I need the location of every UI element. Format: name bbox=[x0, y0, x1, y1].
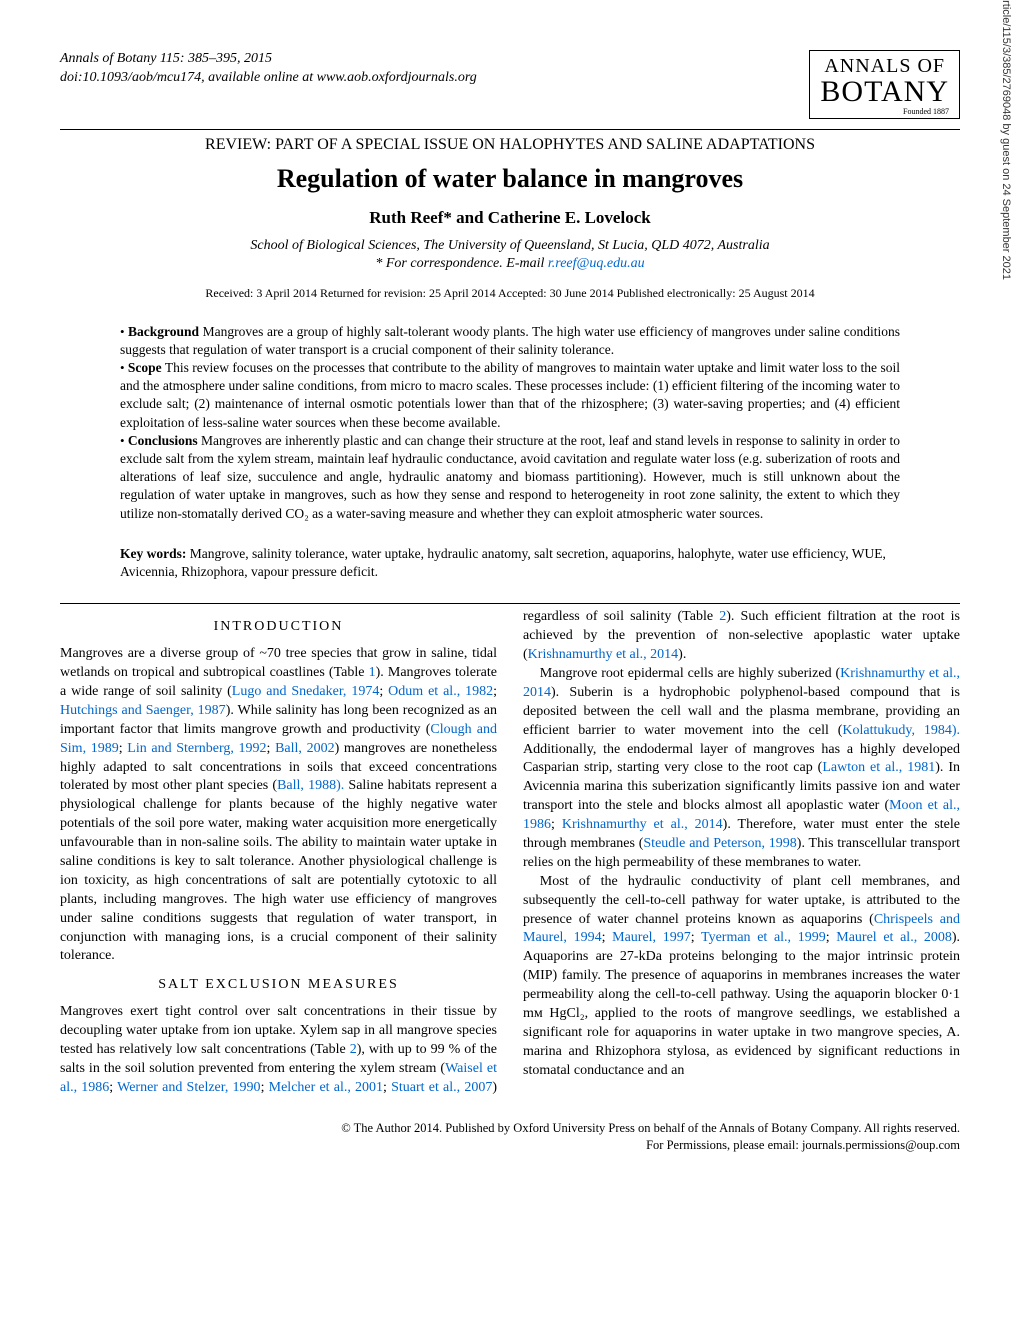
abstract: • Background Mangroves are a group of hi… bbox=[120, 323, 900, 523]
cite-tyerman[interactable]: Tyerman et al., 1999 bbox=[701, 930, 826, 945]
authors: Ruth Reef* and Catherine E. Lovelock bbox=[60, 208, 960, 228]
cite-krishna-3[interactable]: Krishnamurthy et al., 2014 bbox=[562, 817, 723, 832]
correspondence: * For correspondence. E-mail r.reef@uq.e… bbox=[60, 256, 960, 272]
cite-lin[interactable]: Lin and Sternberg, 1992 bbox=[127, 741, 266, 756]
cite-hutchings[interactable]: Hutchings and Saenger, 1987 bbox=[60, 703, 226, 718]
intro-heading: INTRODUCTION bbox=[60, 618, 497, 637]
cite-kolattukudy[interactable]: Kolattukudy, 1984). bbox=[842, 723, 960, 738]
table-ref-1[interactable]: 1 bbox=[369, 665, 376, 680]
col2-text-1c: ). bbox=[678, 647, 686, 662]
download-side-text: Downloaded from https://academic.oup.com… bbox=[1000, 0, 1012, 280]
dates: Received: 3 April 2014 Returned for revi… bbox=[60, 286, 960, 301]
keywords: Key words: Mangrove, salinity tolerance,… bbox=[120, 545, 900, 581]
cite-werner[interactable]: Werner and Stelzer, 1990 bbox=[117, 1080, 260, 1095]
correspondence-email[interactable]: r.reef@uq.edu.au bbox=[548, 256, 645, 271]
abstract-scope: • Scope This review focuses on the proce… bbox=[120, 359, 900, 432]
keywords-label: Key words: bbox=[120, 546, 186, 561]
cite-maurel08[interactable]: Maurel et al., 2008 bbox=[836, 930, 952, 945]
intro-paragraph: Mangroves are a diverse group of ~70 tre… bbox=[60, 645, 497, 966]
col2-text-3b: ). Aquaporins are 27-kDa proteins belong… bbox=[523, 930, 960, 1077]
journal-logo: ANNALS OF BOTANY Founded 1887 bbox=[809, 50, 960, 119]
header-row: Annals of Botany 115: 385–395, 2015 doi:… bbox=[60, 50, 960, 119]
table-ref-2a[interactable]: 2 bbox=[350, 1042, 357, 1057]
cite-melcher[interactable]: Melcher et al., 2001 bbox=[269, 1080, 383, 1095]
cite-ball1988[interactable]: Ball, 1988). bbox=[277, 778, 344, 793]
cite-steudle[interactable]: Steudle and Peterson, 1998 bbox=[643, 836, 796, 851]
scope-label: Scope bbox=[128, 360, 162, 375]
scope-text: This review focuses on the processes tha… bbox=[120, 360, 900, 430]
page-container: Downloaded from https://academic.oup.com… bbox=[0, 0, 1020, 1193]
footer: © The Author 2014. Published by Oxford U… bbox=[60, 1120, 960, 1154]
cite-stuart[interactable]: Stuart et al., 2007 bbox=[391, 1080, 492, 1095]
background-label: Background bbox=[128, 324, 199, 339]
cite-ball2002[interactable]: Ball, 2002 bbox=[275, 741, 334, 756]
conclusions-text: Mangroves are inherently plastic and can… bbox=[120, 433, 900, 521]
cite-maurel97[interactable]: Maurel, 1997 bbox=[612, 930, 691, 945]
cite-odum[interactable]: Odum et al., 1982 bbox=[388, 684, 493, 699]
footer-permissions: For Permissions, please email: journals.… bbox=[60, 1137, 960, 1154]
mid-rule bbox=[60, 603, 960, 604]
salt-heading: SALT EXCLUSION MEASURES bbox=[60, 976, 497, 995]
col2-paragraph-2: Mangrove root epidermal cells are highly… bbox=[523, 665, 960, 873]
cite-lugo[interactable]: Lugo and Snedaker, 1974 bbox=[232, 684, 380, 699]
footer-copyright: © The Author 2014. Published by Oxford U… bbox=[60, 1120, 960, 1137]
conclusions-label: Conclusions bbox=[128, 433, 198, 448]
background-text: Mangroves are a group of highly salt-tol… bbox=[120, 324, 900, 357]
col2-paragraph-3: Most of the hydraulic conductivity of pl… bbox=[523, 873, 960, 1081]
cite-lawton[interactable]: Lawton et al., 1981 bbox=[822, 760, 935, 775]
article-title: Regulation of water balance in mangroves bbox=[60, 164, 960, 194]
abstract-conclusions: • Conclusions Mangroves are inherently p… bbox=[120, 432, 900, 523]
intro-text-5: Saline habitats represent a physiologica… bbox=[60, 778, 497, 963]
journal-citation: Annals of Botany 115: 385–395, 2015 bbox=[60, 50, 477, 69]
keywords-text: Mangrove, salinity tolerance, water upta… bbox=[120, 546, 886, 579]
abstract-background: • Background Mangroves are a group of hi… bbox=[120, 323, 900, 359]
correspondence-prefix: * For correspondence. E-mail bbox=[375, 256, 548, 271]
journal-info: Annals of Botany 115: 385–395, 2015 doi:… bbox=[60, 50, 477, 88]
cite-krishna-1[interactable]: Krishnamurthy et al., 2014 bbox=[528, 647, 678, 662]
top-rule bbox=[60, 129, 960, 130]
col2-text-2a: Mangrove root epidermal cells are highly… bbox=[540, 666, 840, 681]
journal-doi: doi:10.1093/aob/mcu174, available online… bbox=[60, 69, 477, 88]
logo-botany: BOTANY bbox=[820, 78, 949, 107]
affiliation: School of Biological Sciences, The Unive… bbox=[60, 238, 960, 254]
review-line: REVIEW: PART OF A SPECIAL ISSUE ON HALOP… bbox=[60, 136, 960, 154]
body-columns: INTRODUCTION Mangroves are a diverse gro… bbox=[60, 608, 960, 1097]
